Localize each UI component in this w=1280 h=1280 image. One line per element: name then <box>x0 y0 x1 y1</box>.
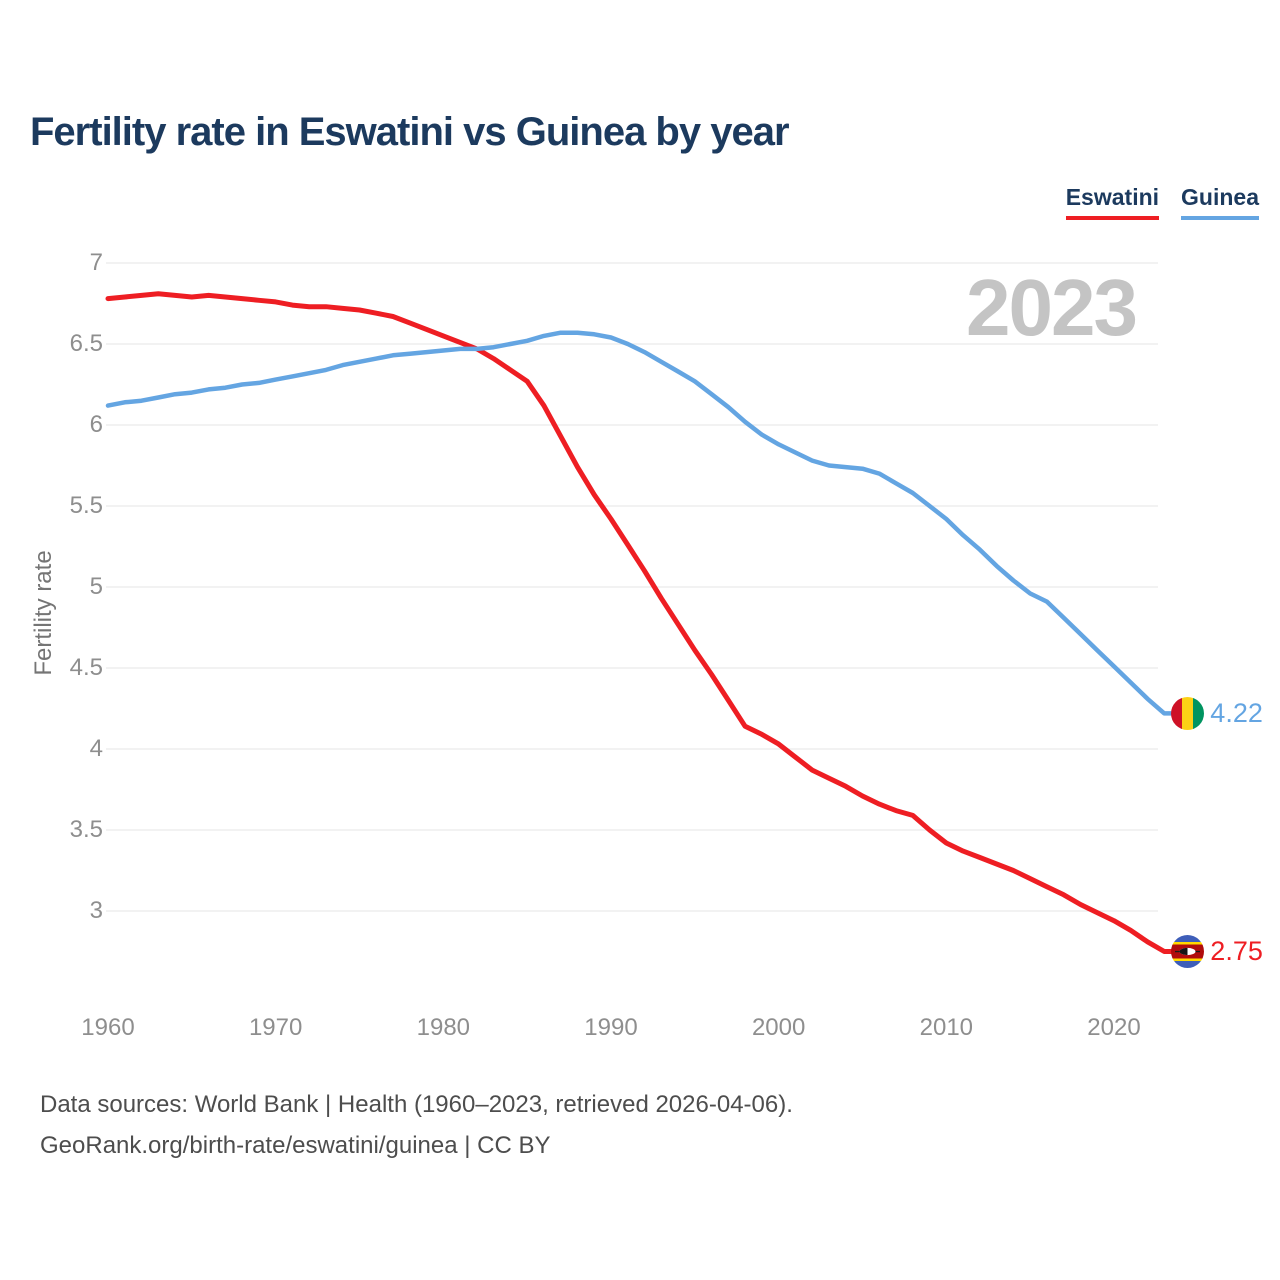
y-tick-label: 5 <box>89 573 103 600</box>
y-tick-label: 5.5 <box>69 492 103 519</box>
y-tick-label: 4 <box>89 735 103 762</box>
y-tick-label: 6 <box>89 411 103 438</box>
guinea-flag-icon <box>1171 696 1205 730</box>
y-tick-label: 4.5 <box>69 654 103 681</box>
legend: Eswatini Guinea <box>1065 184 1259 220</box>
x-tick-label: 2020 <box>1087 1014 1141 1041</box>
eswatini-end-value: 2.75 <box>1210 936 1263 966</box>
eswatini-flag-icon <box>1171 935 1205 968</box>
y-tick-label: 6.5 <box>69 330 103 357</box>
chart-title: Fertility rate in Eswatini vs Guinea by … <box>30 110 790 154</box>
y-tick-label: 3.5 <box>69 816 103 843</box>
x-tick-label: 2000 <box>751 1014 806 1041</box>
footer-sources: Data sources: World Bank | Health (1960–… <box>40 1091 793 1118</box>
guinea-line <box>105 330 1176 716</box>
guinea-end-value: 4.22 <box>1210 697 1263 728</box>
legend-item-eswatini[interactable]: Eswatini <box>1065 184 1160 220</box>
legend-item-guinea[interactable]: Guinea <box>1181 184 1259 220</box>
footer-attribution: GeoRank.org/birth-rate/eswatini/guinea |… <box>40 1132 551 1159</box>
guinea-endpoint: 4.22 <box>1171 696 1263 730</box>
x-tick-label: 1980 <box>416 1014 471 1041</box>
eswatini-line <box>105 291 1176 954</box>
y-tick-label: 7 <box>89 249 103 276</box>
x-tick-label: 2010 <box>919 1014 974 1041</box>
x-tick-label: 1970 <box>248 1014 303 1041</box>
eswatini-endpoint: 2.75 <box>1171 935 1263 968</box>
y-tick-label: 3 <box>89 897 103 924</box>
watermark-year: 2023 <box>966 263 1138 352</box>
x-tick-label: 1990 <box>584 1014 638 1041</box>
x-tick-label: 1960 <box>81 1014 135 1041</box>
